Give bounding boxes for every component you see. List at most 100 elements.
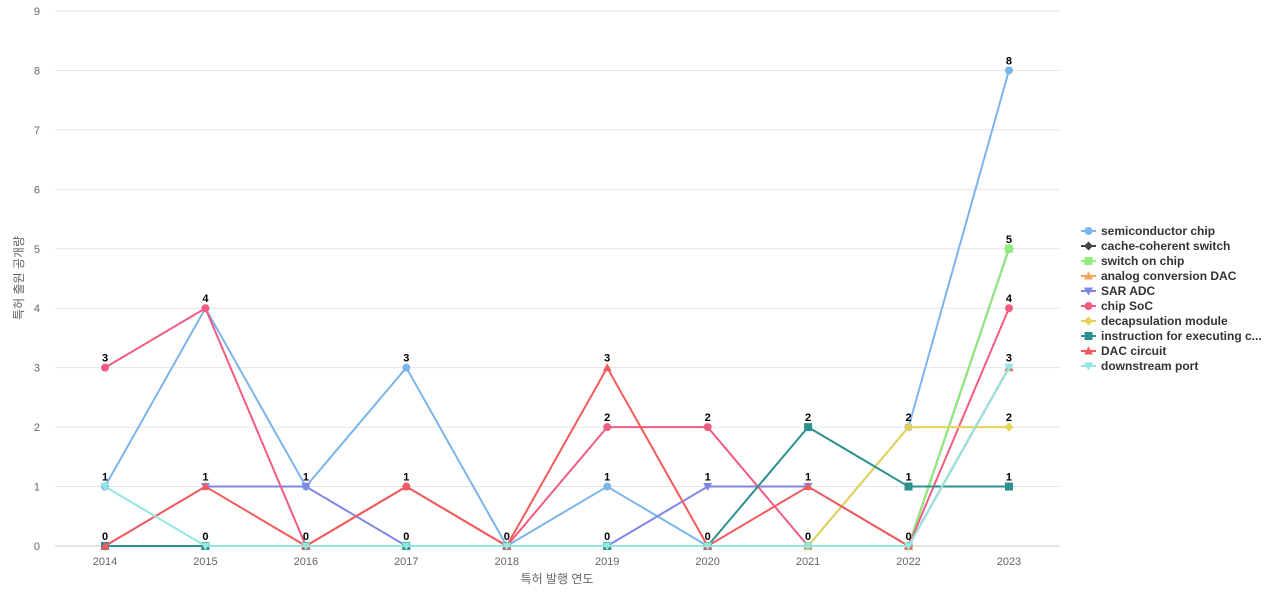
data-point[interactable] [804,423,813,432]
data-point[interactable] [100,483,110,492]
x-tick-label: 2016 [294,556,318,568]
data-label: 1 [805,472,811,484]
legend-item[interactable]: switch on chip [1081,254,1184,268]
data-point[interactable] [1004,244,1013,253]
series-switch-on-chip[interactable] [101,244,1013,550]
data-point[interactable] [703,483,713,492]
data-label: 1 [705,472,711,484]
data-point[interactable] [200,542,210,551]
data-point[interactable] [200,482,210,491]
legend-swatch-marker [1084,241,1093,251]
x-tick-label: 2021 [796,556,820,568]
legend-swatch-marker [1084,316,1093,326]
legend-item[interactable]: instruction for executing c... [1081,329,1262,343]
data-point[interactable] [1004,422,1014,432]
x-tick-label: 2022 [896,556,920,568]
data-label: 3 [1006,353,1012,365]
x-axis-ticks: 2014 2015 2016 2017 2018 2019 2020 2021 2022 2023 [93,556,1021,568]
x-tick-label: 2015 [193,556,217,568]
data-point[interactable] [301,483,311,492]
y-tick-label: 4 [34,303,40,315]
data-label: 1 [202,472,208,484]
data-point[interactable] [301,542,311,551]
data-point[interactable] [402,363,411,372]
y-tick-label: 8 [34,65,40,77]
legend-item[interactable]: decapsulation module [1081,314,1228,328]
legend-item[interactable]: cache-coherent switch [1081,239,1230,253]
data-point[interactable] [101,363,109,372]
series-downstream-port[interactable] [100,364,1014,551]
data-point[interactable] [201,304,210,313]
data-point[interactable] [602,542,612,551]
legend-item[interactable]: analog conversion DAC [1081,269,1237,283]
legend-label: decapsulation module [1101,314,1228,328]
legend-swatch-marker [1084,346,1093,355]
legend-label: switch on chip [1101,254,1184,268]
data-point[interactable] [1004,66,1013,75]
data-label: 3 [403,353,409,365]
data-label: 4 [1006,293,1013,305]
legend-label: semiconductor chip [1101,224,1215,238]
legend-label: analog conversion DAC [1101,269,1237,283]
series-line[interactable] [105,248,1010,547]
data-point[interactable] [602,363,612,372]
data-point[interactable] [703,542,713,551]
data-labels: 3 1 0 4 1 0 1 0 3 1 0 0 3 2 1 0 2 1 0 2 1 0 2 1 0 8 5 4 3 2 1 [102,55,1013,543]
data-label: 2 [805,412,811,424]
y-tick-label: 5 [34,244,40,256]
legend-item[interactable]: DAC circuit [1081,344,1166,358]
data-label: 0 [604,531,610,543]
data-label: 3 [102,353,108,365]
data-label: 0 [504,531,510,543]
series-dac-circuit[interactable] [100,363,1014,550]
data-label: 0 [202,531,208,543]
data-label: 0 [102,531,108,543]
y-tick-label: 2 [34,422,40,434]
legend-item[interactable]: chip SoC [1081,299,1153,313]
data-point[interactable] [904,482,913,491]
data-point[interactable] [100,541,110,550]
legend-label: cache-coherent switch [1101,239,1230,253]
data-point[interactable] [502,542,512,551]
data-point[interactable] [803,542,813,551]
data-label: 2 [905,412,911,424]
x-tick-label: 2018 [495,556,519,568]
data-point[interactable] [401,542,411,551]
data-label: 8 [1006,55,1012,67]
data-label: 0 [403,531,409,543]
data-point[interactable] [904,542,914,551]
data-point[interactable] [1004,482,1013,491]
data-point[interactable] [803,482,813,491]
data-label: 2 [1006,412,1012,424]
series-line[interactable] [105,248,1010,547]
legend-item[interactable]: semiconductor chip [1081,224,1215,238]
x-axis-title: 특허 발행 연도 [521,571,594,586]
data-point[interactable] [603,423,612,432]
data-point[interactable] [1004,364,1014,373]
data-label: 3 [604,353,610,365]
data-label: 1 [102,472,108,484]
data-label: 1 [905,472,911,484]
series-line[interactable] [104,366,1010,547]
y-tick-label: 6 [34,184,40,196]
grid [55,10,1060,547]
legend-item[interactable]: SAR ADC [1081,284,1156,298]
data-label: 0 [905,531,911,543]
y-axis-title: 특허 출원 공개량 [12,236,26,320]
y-tick-label: 7 [34,125,40,137]
series-line[interactable] [104,367,1010,547]
legend-swatch-marker [1084,302,1093,310]
data-point[interactable] [904,422,914,432]
data-point[interactable] [1004,304,1013,313]
legend-item[interactable]: downstream port [1081,359,1198,373]
data-label: 2 [705,412,711,424]
y-tick-label: 9 [34,6,40,18]
series-lines [100,66,1014,551]
data-point[interactable] [603,482,612,491]
x-tick-label: 2019 [595,556,619,568]
data-point[interactable] [703,423,712,432]
data-point[interactable] [401,482,411,491]
legend-swatch-marker [1084,227,1093,235]
